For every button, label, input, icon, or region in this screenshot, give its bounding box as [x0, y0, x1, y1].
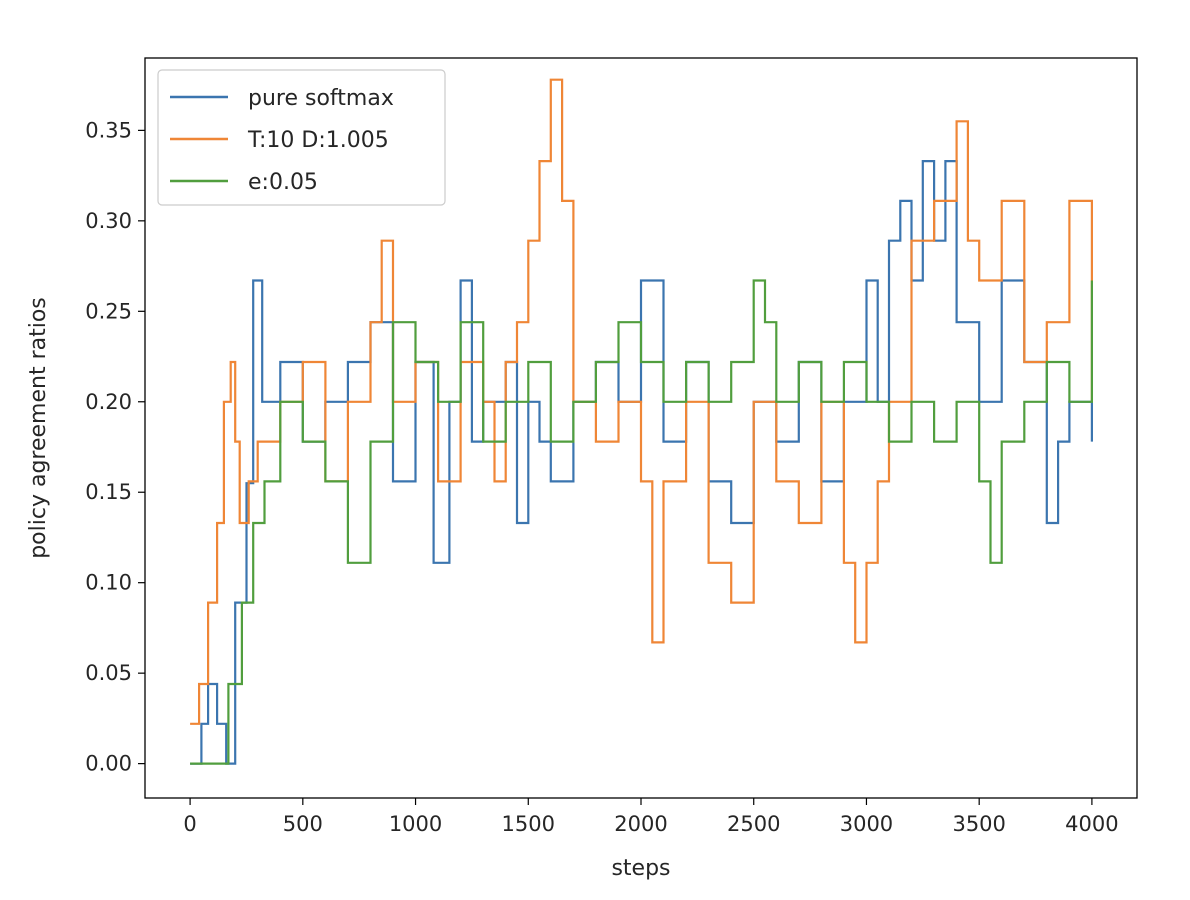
- legend-label-2: T:10 D:1.005: [247, 128, 389, 153]
- legend-box: [157, 69, 446, 206]
- x-tick-label: 3000: [840, 812, 893, 836]
- y-tick-label: 0.35: [85, 118, 132, 142]
- y-tick-label: 0.05: [85, 661, 132, 685]
- x-tick-label: 1000: [389, 812, 442, 836]
- series-line-3: [190, 279, 1093, 765]
- x-axis-label: steps: [611, 856, 670, 881]
- legend-label-3: e:0.05: [248, 170, 318, 195]
- series-layer: [190, 78, 1093, 765]
- y-tick-label: 0.10: [85, 571, 132, 595]
- legend: pure softmax T:10 D:1.005 e:0.05: [157, 69, 446, 206]
- y-axis-label: policy agreement ratios: [26, 297, 51, 559]
- x-tick-label: 3500: [952, 812, 1005, 836]
- y-axis-ticks: 0.00 0.05 0.10 0.15 0.20 0.25 0.30 0.35: [85, 118, 145, 776]
- x-tick-label: 2500: [727, 812, 780, 836]
- y-tick-label: 0.30: [85, 209, 132, 233]
- y-tick-label: 0.15: [85, 480, 132, 504]
- series-line-2: [190, 78, 1093, 725]
- x-tick-label: 2000: [614, 812, 667, 836]
- x-tick-label: 0: [183, 812, 196, 836]
- x-axis-ticks: 0 500 1000 1500 2000 2500 3000 3500 4000: [183, 798, 1119, 836]
- legend-label-1: pure softmax: [248, 86, 394, 111]
- x-tick-label: 1500: [502, 812, 555, 836]
- y-tick-label: 0.20: [85, 390, 132, 414]
- y-tick-label: 0.25: [85, 299, 132, 323]
- x-tick-label: 4000: [1065, 812, 1118, 836]
- x-tick-label: 500: [283, 812, 323, 836]
- y-tick-label: 0.00: [85, 752, 132, 776]
